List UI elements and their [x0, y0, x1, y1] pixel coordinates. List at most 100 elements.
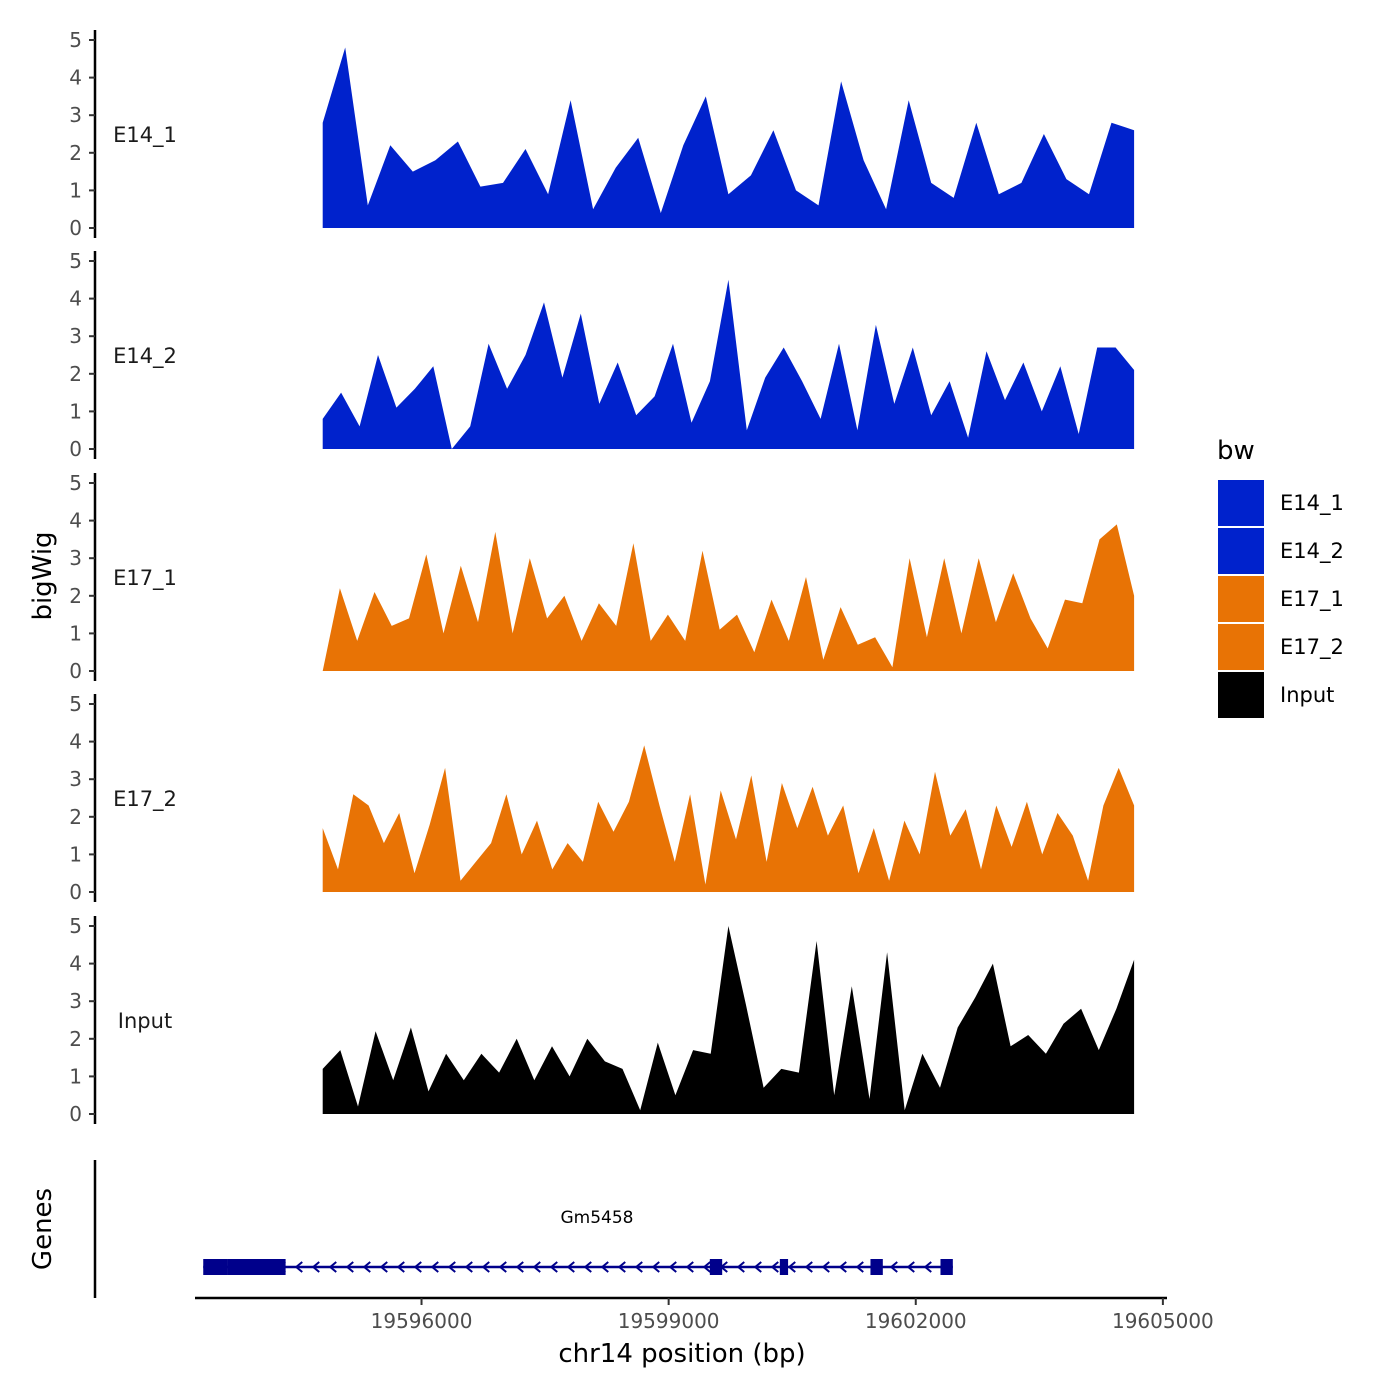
y-tick-label: 0: [69, 437, 82, 461]
strand-arrow: [804, 1261, 813, 1273]
y-tick-label: 4: [69, 509, 82, 533]
x-tick-label: 19596000: [371, 1309, 473, 1333]
y-tick-label: 5: [69, 471, 82, 495]
signal-area-E17_1: [322, 524, 1135, 671]
strand-arrow: [549, 1261, 558, 1273]
genes-axis-title: Genes: [28, 1188, 58, 1270]
legend-label-E17_1: E17_1: [1280, 587, 1344, 612]
y-tick-label: 3: [69, 989, 82, 1013]
strand-arrow: [515, 1261, 524, 1273]
gene-exon: [779, 1259, 789, 1275]
y-axis-title: bigWig: [28, 531, 58, 620]
strand-arrow: [396, 1261, 405, 1273]
gene-track: Gm5458: [93, 1160, 953, 1298]
track-label: E17_2: [113, 787, 177, 812]
strand-arrow: [464, 1261, 473, 1273]
signal-area-Input: [322, 926, 1135, 1114]
strand-arrow: [838, 1261, 847, 1273]
strand-arrow: [294, 1261, 303, 1273]
y-tick-label: 2: [69, 805, 82, 829]
y-tick-label: 3: [69, 103, 82, 127]
legend-key-E14_1: [1218, 480, 1264, 526]
y-tick-label: 1: [69, 399, 82, 423]
strand-arrow: [362, 1261, 371, 1273]
legend-label-E14_1: E14_1: [1280, 491, 1344, 516]
legend-label-Input: Input: [1280, 683, 1334, 707]
y-tick-label: 4: [69, 952, 82, 976]
y-tick-label: 5: [69, 914, 82, 938]
strand-arrow: [889, 1261, 898, 1273]
strand-arrow: [498, 1261, 507, 1273]
strand-arrow: [753, 1261, 762, 1273]
strand-arrow: [345, 1261, 354, 1273]
x-tick-label: 19599000: [618, 1309, 720, 1333]
track-E14_2: 0 1 2 3 4 5 E14_2: [69, 249, 1135, 461]
strand-arrow: [328, 1261, 337, 1273]
y-tick-label: 1: [69, 842, 82, 866]
strand-arrow: [532, 1261, 541, 1273]
y-tick-label: 3: [69, 324, 82, 348]
legend-key-E14_2: [1218, 528, 1264, 574]
strand-arrow: [923, 1261, 932, 1273]
tracks-layer: 0 1 2 3 4 5 E14_1 0 1 2 3 4 5 E14_2 0 1 2 3 4 5 E17_1 0 1 2 3 4 5 E…: [69, 28, 1135, 1126]
strand-arrow: [413, 1261, 422, 1273]
strand-arrow: [617, 1261, 626, 1273]
y-tick-label: 2: [69, 1027, 82, 1051]
gene-exon: [940, 1259, 953, 1275]
signal-area-E14_2: [322, 279, 1135, 449]
strand-arrow: [906, 1261, 915, 1273]
strand-arrow: [447, 1261, 456, 1273]
y-tick-label: 4: [69, 287, 82, 311]
y-tick-label: 3: [69, 767, 82, 791]
x-tick-label: 19605000: [1112, 1309, 1214, 1333]
y-tick-label: 5: [69, 28, 82, 52]
legend-label-E17_2: E17_2: [1280, 635, 1344, 660]
strand-arrow: [736, 1261, 745, 1273]
gene-exon: [227, 1259, 286, 1275]
track-Input: 0 1 2 3 4 5 Input: [69, 914, 1135, 1126]
strand-arrow: [566, 1261, 575, 1273]
strand-arrow: [821, 1261, 830, 1273]
legend-title: bw: [1217, 436, 1255, 466]
gene-exon: [870, 1259, 883, 1275]
y-tick-label: 1: [69, 178, 82, 202]
y-tick-label: 2: [69, 362, 82, 386]
track-E17_2: 0 1 2 3 4 5 E17_2: [69, 692, 1135, 904]
gene-name-label: Gm5458: [561, 1208, 634, 1228]
y-tick-label: 5: [69, 692, 82, 716]
gene-exon: [203, 1259, 228, 1275]
track-label: E17_1: [113, 566, 177, 591]
strand-arrow: [702, 1261, 711, 1273]
y-tick-label: 0: [69, 659, 82, 683]
strand-arrow: [668, 1261, 677, 1273]
strand-arrow: [311, 1261, 320, 1273]
strand-arrow: [855, 1261, 864, 1273]
legend-label-E14_2: E14_2: [1280, 539, 1344, 564]
y-tick-label: 0: [69, 1102, 82, 1126]
strand-arrow: [379, 1261, 388, 1273]
x-axis: 19596000 19599000 19602000 19605000: [195, 1296, 1214, 1333]
gene-exon: [709, 1259, 723, 1275]
y-tick-label: 4: [69, 730, 82, 754]
y-tick-label: 4: [69, 66, 82, 90]
strand-arrow: [685, 1261, 694, 1273]
legend-key-E17_1: [1218, 576, 1264, 622]
strand-arrow: [481, 1261, 490, 1273]
track-E17_1: 0 1 2 3 4 5 E17_1: [69, 471, 1135, 683]
legend: bw E14_1 E14_2 E17_1 E17_2 Input: [1217, 436, 1344, 718]
strand-arrow: [634, 1261, 643, 1273]
strand-arrow: [651, 1261, 660, 1273]
track-label: E14_2: [113, 344, 177, 369]
strand-arrow: [600, 1261, 609, 1273]
x-axis-title: chr14 position (bp): [558, 1339, 805, 1369]
y-tick-label: 3: [69, 546, 82, 570]
strand-arrow: [430, 1261, 439, 1273]
track-label: E14_1: [113, 123, 177, 148]
legend-key-Input: [1218, 672, 1264, 718]
y-tick-label: 0: [69, 880, 82, 904]
track-E14_1: 0 1 2 3 4 5 E14_1: [69, 28, 1135, 240]
track-label: Input: [118, 1009, 172, 1033]
gene-Gm5458: Gm5458: [203, 1208, 953, 1275]
y-tick-label: 1: [69, 621, 82, 645]
